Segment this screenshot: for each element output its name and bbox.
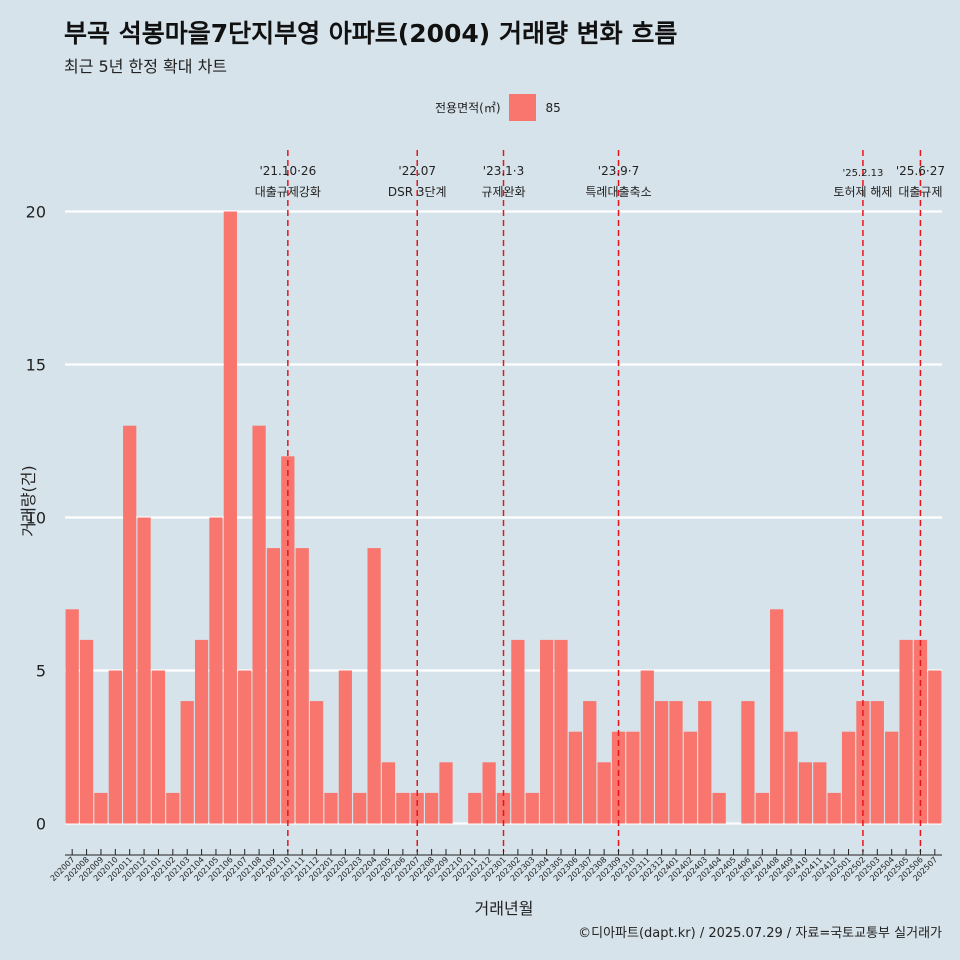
bar-202201 [324,792,338,824]
bar-202503 [870,701,884,824]
bar-202505 [899,639,913,824]
bar-202111 [295,548,309,824]
y-tick-label: 10 [26,509,46,528]
bar-202204 [367,548,381,824]
bar-202304 [540,639,554,824]
bar-202102 [166,792,180,824]
bar-202308 [597,762,611,824]
bars [65,211,942,824]
bar-202401 [669,701,683,824]
chart-title: 부곡 석봉마을7단지부영 아파트(2004) 거래량 변화 흐름 [64,19,678,48]
bar-202007 [65,609,79,824]
source-caption: ©디아파트(dapt.kr) / 2025.07.29 / 자료=국토교통부 실… [578,926,942,941]
y-tick-label: 20 [26,203,46,222]
bar-202209 [439,762,453,824]
chart-subtitle: 최근 5년 한정 확대 차트 [64,57,228,76]
bar-202302 [511,639,525,824]
bar-202212 [482,762,496,824]
bar-202206 [396,792,410,824]
bar-202103 [180,701,194,824]
bar-202011 [123,425,137,824]
bar-202301 [496,792,511,824]
bar-202311 [640,670,654,824]
event-date-label: '25.2.13 [842,168,883,179]
bar-202008 [79,639,94,824]
bar-202507 [928,670,942,824]
bar-202207 [410,792,424,824]
bar-202202 [338,670,352,824]
bar-202108 [252,425,266,824]
event-name-label: 규제완화 [481,185,525,199]
legend-title: 전용면적(㎡) [435,101,501,115]
event-name-label: 대출규제강화 [255,185,321,199]
legend-entry-label: 85 [545,100,561,115]
bar-202404 [712,792,726,824]
bar-202406 [741,701,755,824]
x-axis-title: 거래년월 [475,899,534,918]
bar-202104 [194,639,209,824]
y-axis-title: 거래량(건) [19,465,38,536]
event-date-label: '21.10·26 [259,164,316,178]
bar-202409 [784,731,798,824]
bar-202012 [137,517,151,824]
bar-202106 [223,211,237,824]
event-name-label: 특례대출축소 [585,185,651,199]
bar-202306 [568,731,582,824]
bar-202009 [94,792,108,824]
event-date-label: '23.9·7 [598,164,639,178]
y-tick-label: 15 [26,356,46,375]
bar-202303 [525,792,539,824]
bar-202403 [698,701,712,824]
bar-202410 [798,762,813,824]
event-name-label: 대출규제 [898,185,942,199]
y-tick-label: 0 [36,815,46,834]
event-markers: '21.10·26 대출규제강화 '22.07 DSR 3단계 '23.1·3 규제완화 '… [255,150,945,852]
bar-202402 [683,731,698,824]
event-date-label: '23.1·3 [483,164,524,178]
bar-202310 [626,731,640,824]
event-name-label: DSR 3단계 [388,185,447,199]
bar-202307 [583,701,597,824]
bar-202312 [655,701,669,824]
bar-202504 [885,731,899,824]
event-name-label: 토허제 해제 [833,185,892,199]
bar-202309 [611,731,626,824]
bar-202305 [554,639,568,824]
bar-202208 [425,792,439,824]
bar-202501 [841,731,856,824]
event-date-label: '22.07 [398,164,436,178]
bar-202107 [238,670,252,824]
legend-key-swatch [508,94,536,121]
bar-202205 [381,762,396,824]
bar-202408 [770,609,784,824]
bar-202101 [151,670,166,824]
bar-202109 [266,548,281,824]
bar-202203 [353,792,367,824]
bar-202112 [309,701,324,824]
bar-202412 [827,792,841,824]
event-date-label: '25.6·27 [896,164,945,178]
bar-202105 [209,517,223,824]
y-tick-label: 5 [36,662,46,681]
legend: 전용면적(㎡) 85 [435,94,561,121]
bar-202110 [281,456,295,824]
bar-202407 [755,792,769,824]
bar-202010 [108,670,122,824]
bar-202411 [813,762,827,824]
bar-202211 [468,792,482,824]
